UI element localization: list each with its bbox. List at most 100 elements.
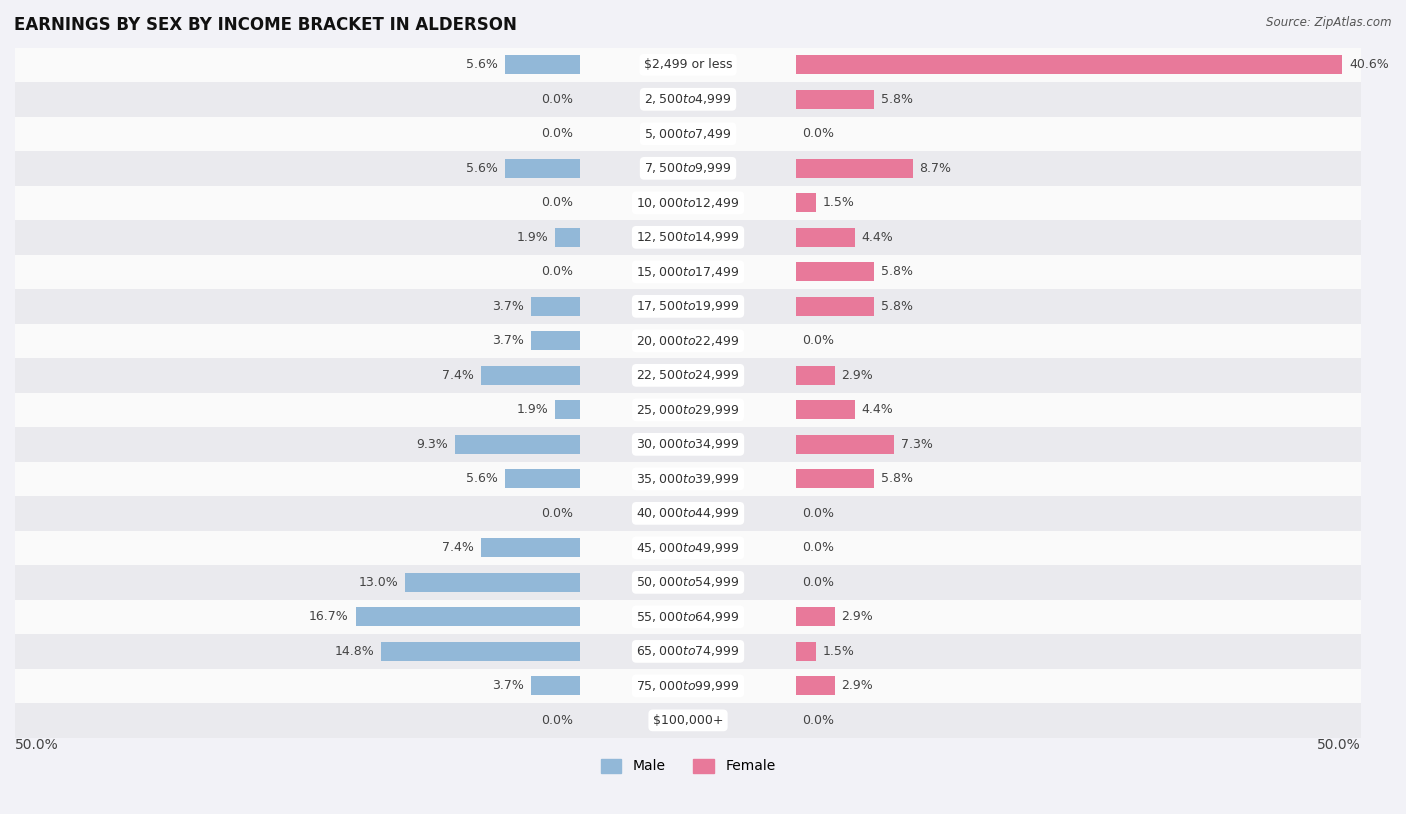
Text: $15,000 to $17,499: $15,000 to $17,499 (637, 265, 740, 279)
Text: 13.0%: 13.0% (359, 575, 399, 589)
Text: 8.7%: 8.7% (920, 162, 952, 175)
Text: $75,000 to $99,999: $75,000 to $99,999 (637, 679, 740, 693)
Bar (505, 470, 581, 488)
Bar (15, 531, 1361, 565)
Text: 5.8%: 5.8% (880, 300, 912, 313)
Text: 5.8%: 5.8% (880, 472, 912, 485)
Bar (15, 392, 1361, 427)
Bar (530, 331, 581, 350)
Text: $40,000 to $44,999: $40,000 to $44,999 (637, 506, 740, 520)
Text: 5.6%: 5.6% (467, 59, 498, 72)
Text: $7,500 to $9,999: $7,500 to $9,999 (644, 161, 733, 175)
Bar (555, 228, 581, 247)
Bar (555, 400, 581, 419)
Bar (381, 642, 581, 661)
Bar (796, 194, 815, 212)
Text: $17,500 to $19,999: $17,500 to $19,999 (637, 300, 740, 313)
Text: 14.8%: 14.8% (335, 645, 374, 658)
Text: $45,000 to $49,999: $45,000 to $49,999 (637, 540, 740, 555)
Text: 5.8%: 5.8% (880, 265, 912, 278)
Bar (505, 159, 581, 177)
Bar (356, 607, 581, 626)
Text: 2.9%: 2.9% (841, 680, 873, 693)
Text: $100,000+: $100,000+ (652, 714, 723, 727)
Text: 3.7%: 3.7% (492, 335, 524, 348)
Text: $50,000 to $54,999: $50,000 to $54,999 (637, 575, 740, 589)
Text: 0.0%: 0.0% (541, 714, 574, 727)
Text: $22,500 to $24,999: $22,500 to $24,999 (637, 369, 740, 383)
Text: $55,000 to $64,999: $55,000 to $64,999 (637, 610, 740, 624)
Text: 50.0%: 50.0% (15, 737, 59, 751)
Bar (15, 324, 1361, 358)
Bar (405, 573, 581, 592)
Bar (15, 668, 1361, 703)
Bar (796, 55, 1343, 74)
Text: 0.0%: 0.0% (541, 196, 574, 209)
Text: 16.7%: 16.7% (309, 610, 349, 624)
Text: $20,000 to $22,499: $20,000 to $22,499 (637, 334, 740, 348)
Text: Source: ZipAtlas.com: Source: ZipAtlas.com (1267, 16, 1392, 29)
Bar (481, 365, 581, 385)
Text: 0.0%: 0.0% (541, 93, 574, 106)
Text: $10,000 to $12,499: $10,000 to $12,499 (637, 196, 740, 210)
Text: 5.6%: 5.6% (467, 162, 498, 175)
Text: 1.9%: 1.9% (516, 404, 548, 416)
Bar (15, 220, 1361, 255)
Text: $2,499 or less: $2,499 or less (644, 59, 733, 72)
Text: 7.4%: 7.4% (441, 541, 474, 554)
Bar (15, 255, 1361, 289)
Bar (796, 90, 873, 109)
Bar (796, 297, 873, 316)
Bar (15, 151, 1361, 186)
Bar (15, 82, 1361, 116)
Text: 0.0%: 0.0% (803, 575, 834, 589)
Bar (796, 676, 835, 695)
Text: 1.9%: 1.9% (516, 231, 548, 244)
Text: $2,500 to $4,999: $2,500 to $4,999 (644, 92, 733, 107)
Text: 2.9%: 2.9% (841, 369, 873, 382)
Text: 5.8%: 5.8% (880, 93, 912, 106)
Text: 4.4%: 4.4% (862, 404, 893, 416)
Text: 7.3%: 7.3% (901, 438, 932, 451)
Bar (15, 47, 1361, 82)
Text: $25,000 to $29,999: $25,000 to $29,999 (637, 403, 740, 417)
Bar (15, 289, 1361, 324)
Bar (796, 365, 835, 385)
Text: 7.4%: 7.4% (441, 369, 474, 382)
Legend: Male, Female: Male, Female (595, 753, 782, 779)
Bar (530, 297, 581, 316)
Text: 3.7%: 3.7% (492, 680, 524, 693)
Text: 40.6%: 40.6% (1348, 59, 1389, 72)
Bar (481, 538, 581, 558)
Text: $30,000 to $34,999: $30,000 to $34,999 (637, 437, 740, 451)
Bar (15, 565, 1361, 600)
Bar (15, 634, 1361, 668)
Text: 0.0%: 0.0% (541, 507, 574, 520)
Bar (796, 159, 912, 177)
Text: 50.0%: 50.0% (1317, 737, 1361, 751)
Text: $12,500 to $14,999: $12,500 to $14,999 (637, 230, 740, 244)
Bar (505, 55, 581, 74)
Text: 5.6%: 5.6% (467, 472, 498, 485)
Text: 0.0%: 0.0% (803, 335, 834, 348)
Text: 1.5%: 1.5% (823, 645, 855, 658)
Text: 0.0%: 0.0% (541, 265, 574, 278)
Bar (15, 462, 1361, 496)
Text: EARNINGS BY SEX BY INCOME BRACKET IN ALDERSON: EARNINGS BY SEX BY INCOME BRACKET IN ALD… (14, 16, 517, 34)
Bar (796, 262, 873, 282)
Text: 3.7%: 3.7% (492, 300, 524, 313)
Text: 9.3%: 9.3% (416, 438, 449, 451)
Bar (456, 435, 581, 454)
Bar (796, 607, 835, 626)
Text: 0.0%: 0.0% (803, 127, 834, 140)
Text: $35,000 to $39,999: $35,000 to $39,999 (637, 472, 740, 486)
Bar (796, 435, 894, 454)
Bar (15, 116, 1361, 151)
Text: 1.5%: 1.5% (823, 196, 855, 209)
Bar (530, 676, 581, 695)
Text: 0.0%: 0.0% (803, 541, 834, 554)
Bar (796, 228, 855, 247)
Text: 2.9%: 2.9% (841, 610, 873, 624)
Text: 4.4%: 4.4% (862, 231, 893, 244)
Bar (796, 400, 855, 419)
